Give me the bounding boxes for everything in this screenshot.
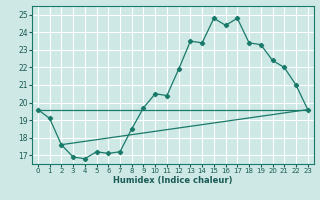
X-axis label: Humidex (Indice chaleur): Humidex (Indice chaleur) xyxy=(113,176,233,185)
